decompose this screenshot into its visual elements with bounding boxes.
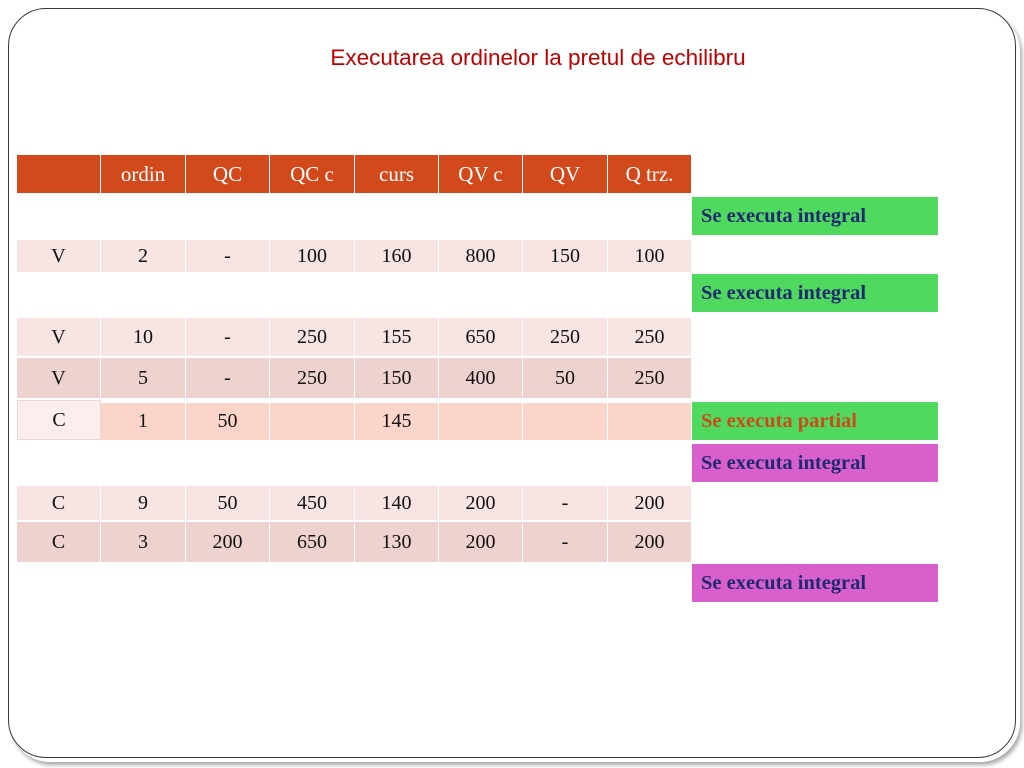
table-cell: 650 <box>439 318 523 356</box>
table-cell: 250 <box>270 358 355 398</box>
header-cell-qc-c: QC c <box>270 155 355 193</box>
status-label-integral: Se executa integral <box>692 564 938 602</box>
table-cell: 2 <box>101 240 186 272</box>
status-label-integral: Se executa integral <box>692 274 938 312</box>
table-cell <box>608 403 691 440</box>
table-cell: - <box>186 240 270 272</box>
table-cell: 200 <box>186 522 270 562</box>
table-cell: 10 <box>101 318 186 356</box>
table-cell: C <box>17 522 101 562</box>
slide-title: Executarea ordinelor la pretul de echili… <box>330 45 746 70</box>
table-cell: 250 <box>608 358 691 398</box>
table-cell: 155 <box>355 318 439 356</box>
table-cell: 200 <box>439 522 523 562</box>
header-cell-qc: QC <box>186 155 270 193</box>
header-cell-blank <box>17 155 101 193</box>
table-cell: 5 <box>101 358 186 398</box>
table-cell: 150 <box>355 358 439 398</box>
table-cell: C <box>17 486 101 520</box>
table-cell: 50 <box>523 358 608 398</box>
table-cell: - <box>523 486 608 520</box>
table-cell: 200 <box>608 486 691 520</box>
table-cell: - <box>186 318 270 356</box>
header-cell-qv: QV <box>523 155 608 193</box>
table-cell: 250 <box>270 318 355 356</box>
status-label-partial: Se executa partial <box>692 402 938 440</box>
table-cell: 150 <box>523 240 608 272</box>
header-cell-curs: curs <box>355 155 439 193</box>
table-cell: V <box>17 240 101 272</box>
table-cell: 145 <box>355 403 439 440</box>
table-cell: 450 <box>270 486 355 520</box>
table-cell: 3 <box>101 522 186 562</box>
table-cell: 100 <box>608 240 691 272</box>
table-cell: 800 <box>439 240 523 272</box>
table-cell: 250 <box>523 318 608 356</box>
table-cell: 100 <box>270 240 355 272</box>
table-cell <box>523 403 608 440</box>
status-label-integral: Se executa integral <box>692 197 938 235</box>
table-cell: 50 <box>186 486 270 520</box>
header-cell-ordin: ordin <box>101 155 186 193</box>
table-cell: 160 <box>355 240 439 272</box>
table-cell: C <box>17 400 101 440</box>
header-cell-qv-c: QV c <box>439 155 523 193</box>
table-cell: 250 <box>608 318 691 356</box>
table-cell: 9 <box>101 486 186 520</box>
table-cell: 130 <box>355 522 439 562</box>
status-label-integral: Se executa integral <box>692 444 938 482</box>
table-cell: 200 <box>439 486 523 520</box>
table-cell <box>439 403 523 440</box>
table-cell: - <box>523 522 608 562</box>
table-cell: 200 <box>608 522 691 562</box>
table-cell <box>270 403 355 440</box>
table-cell: 650 <box>270 522 355 562</box>
table-cell: 1 <box>101 403 186 440</box>
table-cell: 400 <box>439 358 523 398</box>
table-cell: 140 <box>355 486 439 520</box>
table-cell: - <box>186 358 270 398</box>
header-cell-q-trz: Q trz. <box>608 155 691 193</box>
table-cell: V <box>17 358 101 398</box>
table-cell: 50 <box>186 403 270 440</box>
table-cell: V <box>17 318 101 356</box>
